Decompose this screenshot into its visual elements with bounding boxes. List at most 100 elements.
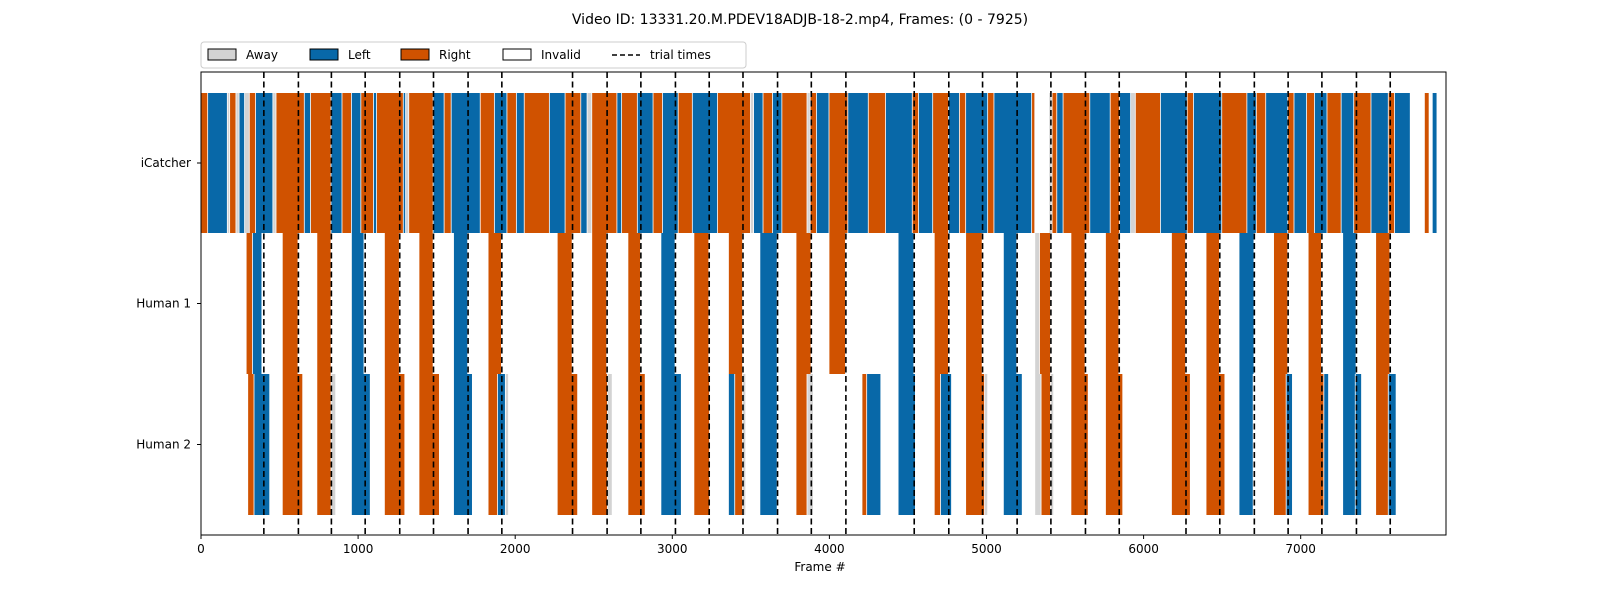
human-2-segment-away [607, 374, 612, 515]
plot-area [200, 71, 1447, 536]
icatcher-segment-right [988, 93, 994, 233]
human-2-segment-left [898, 374, 915, 515]
human-2-segment-left [351, 374, 370, 515]
icatcher-segment-right [1052, 93, 1057, 233]
human-2-segment-away [1035, 374, 1041, 515]
icatcher-segment-right [249, 93, 256, 233]
x-tick-label: 2000 [500, 542, 531, 556]
icatcher-segment-right [1256, 93, 1266, 233]
human-2-segment-right [694, 374, 710, 515]
human-1-segment-right [966, 233, 982, 374]
icatcher-segment-left [918, 93, 933, 233]
icatcher-segment-away [807, 93, 810, 233]
icatcher-segment-left [994, 93, 1032, 233]
human-2-segment-right [1376, 374, 1388, 515]
icatcher-segment-left [848, 93, 868, 233]
human-2-segment-right [419, 374, 439, 515]
icatcher-segment-right [868, 93, 886, 233]
human-1-segment-left [1239, 233, 1254, 374]
icatcher-segment-left [516, 93, 524, 233]
icatcher-segment-right [1288, 93, 1294, 233]
icatcher-segment-right [1222, 93, 1247, 233]
icatcher-segment-left [1371, 93, 1388, 233]
human-1-segment-right [829, 233, 846, 374]
icatcher-segment-right [810, 93, 817, 233]
human-2-segment-left [1239, 374, 1253, 515]
icatcher-segment-right [959, 93, 966, 233]
human-2-segment-away [807, 374, 813, 515]
human-2-segment-right [1105, 374, 1123, 515]
human-1-segment-left [760, 233, 777, 374]
legend-label-right: Right [439, 48, 471, 62]
human-1-segment-right [384, 233, 399, 374]
icatcher-segment-away [1131, 93, 1135, 233]
human-1-segment-right [1206, 233, 1219, 374]
chart-title: Video ID: 13331.20.M.PDEV18ADJB-18-2.mp4… [572, 12, 1028, 28]
icatcher-segment-right [310, 93, 331, 233]
human-2-segment-away [505, 374, 509, 515]
icatcher-segment-left [1314, 93, 1327, 233]
human-2-segment-right [1273, 374, 1286, 515]
human-2-segment-right [628, 374, 645, 515]
icatcher-segment-left [662, 93, 678, 233]
human-1-segment-left [252, 233, 262, 374]
icatcher-segment-right [409, 93, 433, 233]
human-1-segment-right [694, 233, 709, 374]
human-2-segment-left [1388, 374, 1396, 515]
icatcher-segment-left [1160, 93, 1187, 233]
human-2-segment-left [661, 374, 681, 515]
icatcher-segment-left [239, 93, 245, 233]
human-2-segment-right [934, 374, 941, 515]
human-2-segment-left [1286, 374, 1293, 515]
human-1-segment-right [246, 233, 253, 374]
icatcher-segment-away [587, 93, 592, 233]
icatcher-segment-right [1110, 93, 1120, 233]
icatcher-segment-left [208, 93, 227, 233]
icatcher-segment-left [1266, 93, 1288, 233]
icatcher-segment-left [1432, 93, 1437, 233]
human-1-segment-right [796, 233, 811, 374]
icatcher-segment-right [653, 93, 663, 233]
y-axis: iCatcher Human 1 Human 2 [136, 156, 201, 452]
icatcher-segment-right [444, 93, 451, 233]
human-2-segment-left [760, 374, 777, 515]
legend-label-away: Away [246, 48, 278, 62]
icatcher-segment-left [351, 93, 361, 233]
icatcher-segment-away [750, 93, 754, 233]
icatcher-segment-right [622, 93, 637, 233]
icatcher-segment-right [763, 93, 773, 233]
icatcher-segment-right [276, 93, 304, 233]
y-tick-label: iCatcher [141, 156, 191, 170]
human-2-segment-right [1071, 374, 1088, 515]
human-1-segment-right [592, 233, 607, 374]
icatcher-segment-right [1388, 93, 1395, 233]
human-2-segment-right [735, 374, 743, 515]
x-tick-label: 0 [197, 542, 205, 556]
icatcher-segment-right [933, 93, 948, 233]
icatcher-segment-right [201, 93, 208, 233]
human-1-segment-left [453, 233, 468, 374]
icatcher-segment-left [753, 93, 763, 233]
legend-swatch-right [400, 48, 430, 61]
human-2-segment-right [1206, 374, 1225, 515]
human-2-segment-right [282, 374, 303, 515]
x-tick-label: 5000 [971, 542, 1002, 556]
human-2-segment-left [1324, 374, 1329, 515]
human-1-segment-left [661, 233, 675, 374]
human-2-segment-right [862, 374, 867, 515]
icatcher-segment-right [524, 93, 549, 233]
icatcher-segment-right [507, 93, 516, 233]
human-1-segment-right [419, 233, 433, 374]
icatcher-segment-left [433, 93, 444, 233]
legend-swatch-invalid [502, 48, 532, 61]
y-tick-label: Human 1 [136, 297, 191, 311]
icatcher-segment-away [244, 93, 249, 233]
human-1-segment-right [282, 233, 298, 374]
human-2-segment-left [1355, 374, 1362, 515]
icatcher-segment-left [403, 93, 406, 233]
icatcher-segment-left [637, 93, 653, 233]
human-2-segment-left [1343, 374, 1355, 515]
icatcher-segment-right [1424, 93, 1429, 233]
human-2-segment-right [488, 374, 498, 515]
